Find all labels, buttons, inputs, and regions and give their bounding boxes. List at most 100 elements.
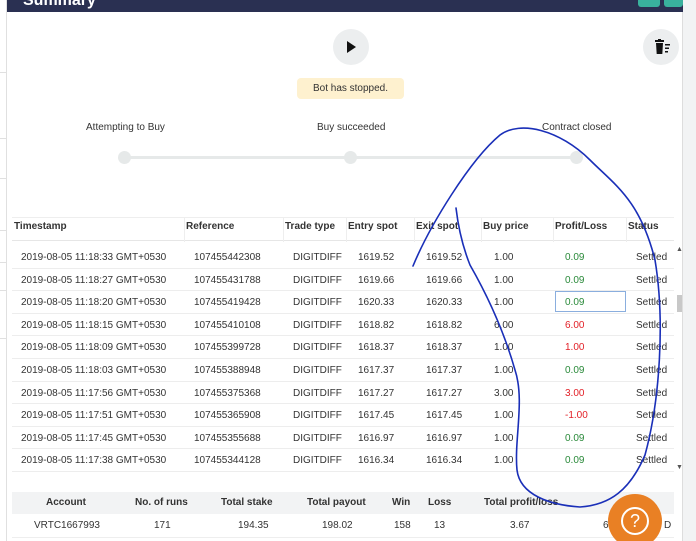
panel-title: Summary <box>23 0 96 9</box>
summary-header-account: Account <box>46 497 86 508</box>
run-bot-button[interactable] <box>333 29 369 65</box>
summary-trailing-value-2: D <box>664 520 672 531</box>
cell-trade-type: DIGITDIFF <box>293 297 342 309</box>
cell-timestamp: 2019-08-05 11:18:03 GMT+0530 <box>21 365 167 376</box>
cell-exit-spot: 1620.33 <box>426 297 463 309</box>
scrollbar-thumb[interactable] <box>677 295 682 312</box>
summary-header: Account No. of runs Total stake Total pa… <box>12 492 674 514</box>
cell-buy-price: 1.00 <box>494 365 514 376</box>
cell-profit-loss: 0.09 <box>565 365 585 376</box>
summary-header-total-payout: Total payout <box>307 497 366 508</box>
cell-reference: 107455365908 <box>194 410 261 422</box>
cell-status: Settled <box>636 319 668 331</box>
cell-exit-spot: 1616.97 <box>426 432 463 444</box>
cell-status: Settled <box>636 274 668 286</box>
cell-profit-loss: 0.09 <box>565 252 585 263</box>
table-row[interactable]: 2019-08-05 11:17:56 GMT+0530 107455375368… <box>12 381 674 405</box>
transactions-table-body[interactable]: 2019-08-05 11:18:33 GMT+0530 107455442308… <box>12 246 674 472</box>
cell-trade-type: DIGITDIFF <box>293 432 342 444</box>
download-button[interactable] <box>638 0 660 7</box>
cell-profit-loss: 6.00 <box>565 319 585 331</box>
cell-reference: 107455355688 <box>194 432 261 444</box>
clear-stats-button[interactable] <box>643 29 679 65</box>
cell-entry-spot: 1620.33 <box>358 297 395 309</box>
cell-buy-price: 6.00 <box>494 319 514 331</box>
step-dot-2 <box>344 151 357 164</box>
cell-exit-spot: 1617.37 <box>426 365 463 376</box>
summary-header-runs: No. of runs <box>135 497 188 508</box>
cell-buy-price: 1.00 <box>494 342 514 354</box>
cell-profit-loss: 1.00 <box>565 342 585 354</box>
cell-entry-spot: 1616.97 <box>358 432 395 444</box>
table-row[interactable]: 2019-08-05 11:18:15 GMT+0530 107455410108… <box>12 313 674 337</box>
table-row[interactable]: 2019-08-05 11:17:38 GMT+0530 107455344128… <box>12 449 674 472</box>
cell-reference: 107455375368 <box>194 387 261 399</box>
table-scrollbar[interactable]: ▲ ▼ <box>675 246 683 472</box>
cell-status: Settled <box>636 252 668 263</box>
selected-cell-outline <box>555 291 626 313</box>
trash-icon <box>655 39 670 54</box>
cell-entry-spot: 1619.52 <box>358 252 395 263</box>
cell-entry-spot: 1616.34 <box>358 455 395 467</box>
col-header-trade-type[interactable]: Trade type <box>285 221 336 232</box>
cell-trade-type: DIGITDIFF <box>293 252 342 263</box>
summary-total-payout: 198.02 <box>322 520 353 531</box>
cell-timestamp: 2019-08-05 11:17:38 GMT+0530 <box>21 455 167 467</box>
cell-profit-loss: 0.09 <box>565 432 585 444</box>
summary-account: VRTC1667993 <box>34 520 100 531</box>
cell-status: Settled <box>636 297 668 309</box>
cell-trade-type: DIGITDIFF <box>293 410 342 422</box>
col-header-status[interactable]: Status <box>628 221 659 232</box>
table-row[interactable]: 2019-08-05 11:17:45 GMT+0530 107455355688… <box>12 426 674 450</box>
cell-buy-price: 1.00 <box>494 410 514 422</box>
cell-status: Settled <box>636 342 668 354</box>
table-row[interactable]: 2019-08-05 11:17:51 GMT+0530 107455365908… <box>12 404 674 427</box>
step-label-contract-closed: Contract closed <box>542 122 612 133</box>
col-header-buy-price[interactable]: Buy price <box>483 221 529 232</box>
cell-profit-loss: 0.09 <box>565 455 585 467</box>
question-icon: ? <box>621 507 649 535</box>
cell-buy-price: 1.00 <box>494 274 514 286</box>
table-row[interactable]: 2019-08-05 11:18:33 GMT+0530 107455442308… <box>12 246 674 269</box>
col-header-reference[interactable]: Reference <box>186 221 235 232</box>
play-icon <box>347 41 356 53</box>
step-dot-3 <box>570 151 583 164</box>
cell-timestamp: 2019-08-05 11:18:33 GMT+0530 <box>21 252 167 263</box>
cell-buy-price: 1.00 <box>494 455 514 467</box>
scroll-down-arrow[interactable]: ▼ <box>676 464 683 471</box>
table-row[interactable]: 2019-08-05 11:18:09 GMT+0530 107455399728… <box>12 336 674 359</box>
col-header-entry-spot[interactable]: Entry spot <box>348 221 398 232</box>
cell-timestamp: 2019-08-05 11:17:51 GMT+0530 <box>21 410 167 422</box>
scroll-up-arrow[interactable]: ▲ <box>676 246 683 253</box>
cell-reference: 107455344128 <box>194 455 261 467</box>
summary-win: 158 <box>394 520 411 531</box>
cell-timestamp: 2019-08-05 11:18:09 GMT+0530 <box>21 342 167 354</box>
cell-profit-loss: -1.00 <box>565 410 588 422</box>
cell-entry-spot: 1617.27 <box>358 387 395 399</box>
cell-status: Settled <box>636 455 668 467</box>
table-row[interactable]: 2019-08-05 11:18:03 GMT+0530 107455388948… <box>12 359 674 382</box>
cell-status: Settled <box>636 365 668 376</box>
cell-timestamp: 2019-08-05 11:18:27 GMT+0530 <box>21 274 167 286</box>
cell-profit-loss: 0.09 <box>565 274 585 286</box>
summary-loss: 13 <box>434 520 446 531</box>
cell-status: Settled <box>636 432 668 444</box>
cell-trade-type: DIGITDIFF <box>293 274 342 286</box>
col-header-profit-loss[interactable]: Profit/Loss <box>555 221 608 232</box>
cell-buy-price: 3.00 <box>494 387 514 399</box>
step-label-attempting: Attempting to Buy <box>86 122 165 133</box>
cell-trade-type: DIGITDIFF <box>293 455 342 467</box>
cell-reference: 107455431788 <box>194 274 261 286</box>
cell-buy-price: 1.00 <box>494 297 514 309</box>
col-header-exit-spot[interactable]: Exit spot <box>416 221 459 232</box>
cell-trade-type: DIGITDIFF <box>293 342 342 354</box>
summary-header-win: Win <box>392 497 411 508</box>
help-button[interactable]: ? <box>608 494 662 541</box>
cell-exit-spot: 1619.52 <box>426 252 463 263</box>
table-row[interactable]: 2019-08-05 11:18:27 GMT+0530 107455431788… <box>12 268 674 292</box>
cell-reference: 107455442308 <box>194 252 261 263</box>
summary-panel: Summary Bot has stopped. Attempting to B… <box>7 0 683 541</box>
col-header-timestamp[interactable]: Timestamp <box>14 221 67 232</box>
close-button[interactable] <box>664 0 683 7</box>
cell-status: Settled <box>636 387 668 399</box>
